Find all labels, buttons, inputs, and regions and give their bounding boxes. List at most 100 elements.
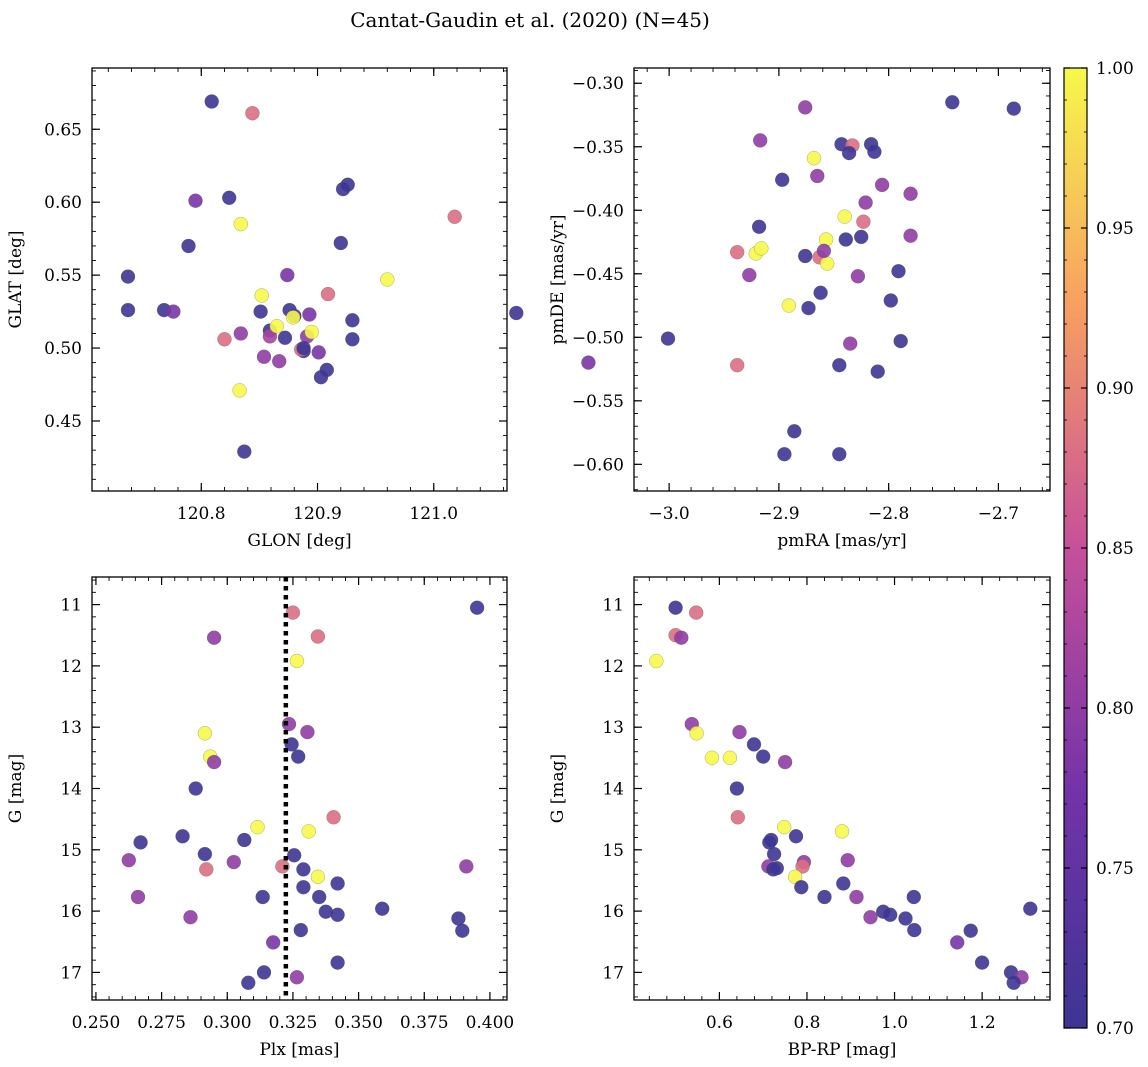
x-tick-label: 0.400 xyxy=(466,1013,515,1033)
x-tick-label: 0.300 xyxy=(203,1013,252,1033)
data-point xyxy=(849,889,864,905)
data-point xyxy=(120,302,136,318)
data-point xyxy=(787,424,802,439)
data-point xyxy=(781,298,796,313)
y-tick-label: 16 xyxy=(602,902,624,922)
data-point xyxy=(285,310,301,325)
data-point xyxy=(253,304,268,319)
data-point xyxy=(311,345,326,360)
y-tick-label: −0.45 xyxy=(572,265,624,285)
data-point xyxy=(751,219,767,235)
colorbar-tick-label: 0.95 xyxy=(1096,219,1134,239)
data-point xyxy=(310,869,326,884)
data-point xyxy=(226,854,242,870)
y-tick-label: 0.50 xyxy=(44,339,82,359)
data-point xyxy=(375,901,390,916)
y-tick-label: 0.60 xyxy=(44,193,82,213)
x-tick-label: −2.9 xyxy=(758,504,799,524)
data-point xyxy=(245,105,260,121)
x-axis-label: pmRA [mas/yr] xyxy=(777,531,906,551)
data-point xyxy=(903,228,918,243)
panel-pmra_pmde: −3.0 −2.9 −2.8 −2.7 −0.30 −0.35 −0.40 −0.45 −0.5… xyxy=(548,67,1051,551)
colorbar-tick-label: 0.90 xyxy=(1096,379,1134,399)
y-tick-label: 11 xyxy=(60,596,82,616)
data-point xyxy=(345,332,360,347)
data-point xyxy=(874,177,890,193)
data-point xyxy=(241,975,256,990)
colorbar-tick-label: 0.70 xyxy=(1096,1019,1134,1039)
data-point xyxy=(291,749,306,764)
data-point xyxy=(285,605,301,620)
data-point xyxy=(284,737,299,752)
data-point xyxy=(250,819,265,835)
y-tick-label: −0.35 xyxy=(572,138,624,158)
data-point xyxy=(581,355,596,370)
data-point xyxy=(704,750,720,765)
data-point xyxy=(732,724,747,740)
data-point xyxy=(836,876,851,891)
data-point xyxy=(730,810,745,825)
y-tick-label: −0.55 xyxy=(572,392,624,412)
data-point xyxy=(304,324,319,340)
data-point xyxy=(794,880,809,895)
data-point xyxy=(206,630,222,645)
data-point xyxy=(266,935,281,950)
data-point xyxy=(233,216,249,232)
data-point xyxy=(380,272,395,287)
data-point xyxy=(883,907,898,922)
data-point xyxy=(898,911,913,926)
data-point xyxy=(843,336,858,351)
data-point xyxy=(722,750,738,765)
data-point xyxy=(272,354,287,369)
data-point xyxy=(974,955,990,970)
y-tick-label: −0.50 xyxy=(572,328,624,348)
data-point xyxy=(188,781,203,796)
data-point xyxy=(320,286,336,302)
y-tick-label: −0.60 xyxy=(572,455,624,475)
data-point xyxy=(820,256,835,271)
data-point xyxy=(945,95,960,110)
data-point xyxy=(689,605,704,620)
data-point xyxy=(903,186,918,202)
colorbar-tick-label: 0.75 xyxy=(1096,859,1134,879)
data-point xyxy=(777,754,793,770)
data-point xyxy=(950,935,965,950)
x-axis-label: Plx [mas] xyxy=(259,1040,339,1060)
data-point xyxy=(893,333,908,349)
data-point xyxy=(459,859,474,874)
data-point xyxy=(777,819,792,835)
panel-bprp_g: 0.6 0.8 1.0 1.2 11 12 13 14 15 16 17 BP-RP [mag] G [… xyxy=(548,576,1051,1060)
axes-frame xyxy=(633,576,1051,1001)
data-point xyxy=(906,889,921,905)
colorbar-tick-label: 0.80 xyxy=(1096,699,1134,719)
data-point xyxy=(756,749,771,764)
data-point xyxy=(335,181,351,197)
x-tick-label: 1.2 xyxy=(969,1013,996,1033)
data-point xyxy=(287,848,302,863)
y-tick-label: 11 xyxy=(602,596,624,616)
x-tick-label: 120.9 xyxy=(293,504,342,524)
y-axis-label: GLAT [deg] xyxy=(6,230,26,328)
data-point xyxy=(730,358,745,373)
data-point xyxy=(832,447,847,462)
axes-frame xyxy=(91,67,508,492)
data-point xyxy=(206,754,222,770)
data-point xyxy=(841,145,857,161)
data-point xyxy=(798,248,813,264)
x-tick-label: 0.275 xyxy=(137,1013,186,1033)
data-point xyxy=(330,955,345,970)
colorbar-tick-label: 1.00 xyxy=(1096,59,1134,79)
data-point xyxy=(233,326,249,341)
data-point xyxy=(333,235,348,251)
data-point xyxy=(256,349,272,364)
data-point xyxy=(907,922,922,938)
data-point xyxy=(742,267,757,283)
data-point xyxy=(133,835,148,850)
data-point xyxy=(330,907,345,922)
data-point xyxy=(302,307,317,322)
data-point xyxy=(660,331,676,346)
x-axis-label: GLON [deg] xyxy=(247,531,351,551)
panel-plx_g: 0.250 0.275 0.300 0.325 0.350 0.375 0.400 11 12 1… xyxy=(6,576,515,1060)
colorbar: 0.70 0.75 0.80 0.85 0.90 0.95 1.00 xyxy=(1063,59,1134,1039)
